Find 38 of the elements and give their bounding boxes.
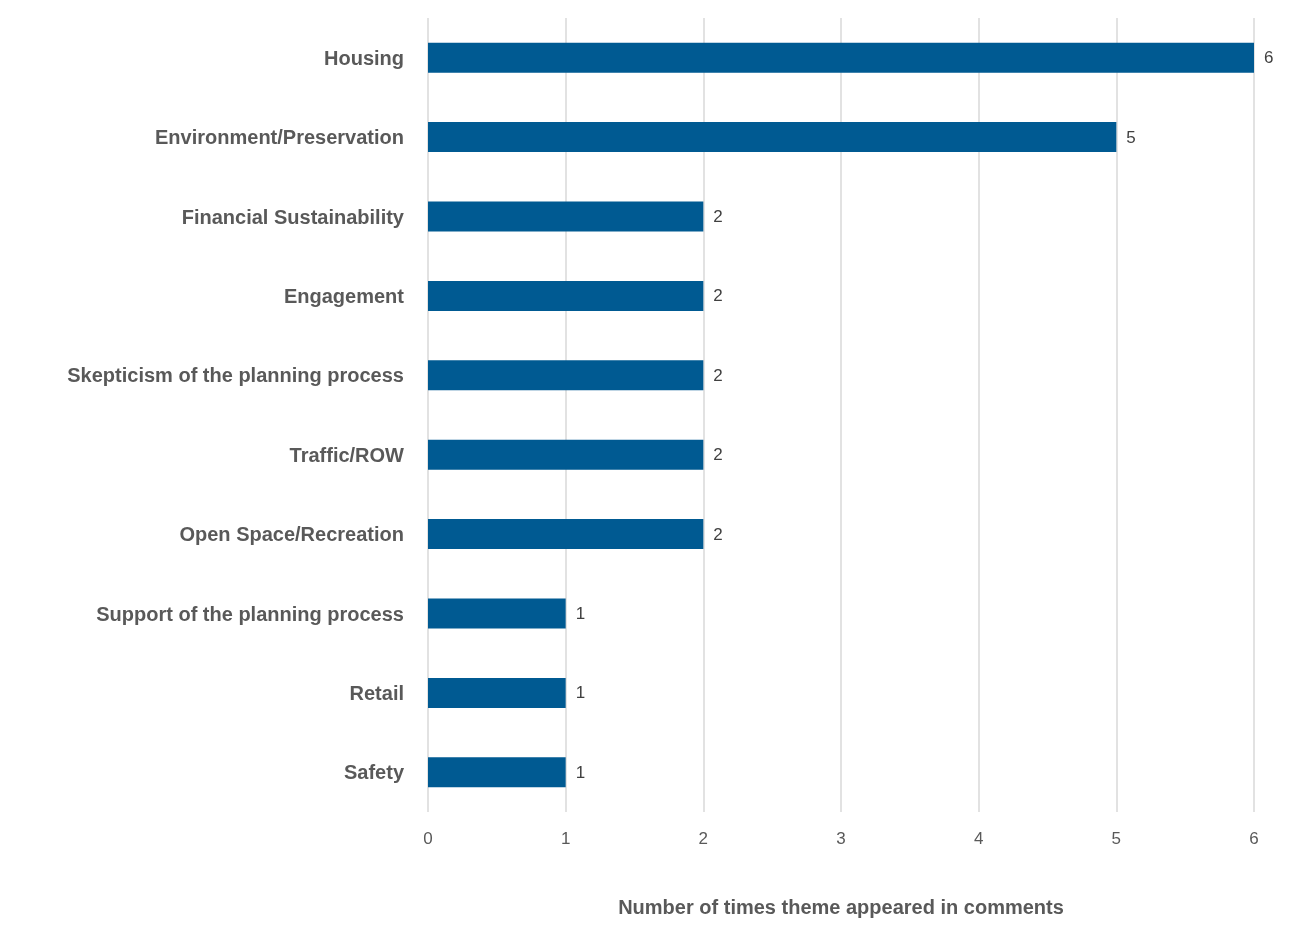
data-label: 1 <box>575 683 586 703</box>
bar <box>428 439 704 470</box>
bar <box>428 42 1254 73</box>
data-label: 1 <box>575 604 586 623</box>
y-tick-label: Engagement <box>283 284 405 307</box>
bar <box>428 201 704 232</box>
bar <box>428 677 566 708</box>
x-tick-label: 4 <box>973 829 984 848</box>
x-tick-label: 1 <box>560 829 571 848</box>
bar <box>428 598 566 629</box>
data-label: 2 <box>713 445 723 465</box>
data-label: 1 <box>575 762 586 782</box>
data-label: 6 <box>1264 48 1274 68</box>
bar <box>428 122 1117 153</box>
y-tick-label: Skepticism of the planning process <box>67 364 404 387</box>
y-tick-label: Environment/Preservation <box>155 126 404 149</box>
data-label: 2 <box>713 524 723 544</box>
x-tick-label: 3 <box>836 829 846 848</box>
data-label: 2 <box>713 207 723 226</box>
y-tick-label: Traffic/ROW <box>289 443 405 466</box>
x-tick-label: 6 <box>1249 829 1259 848</box>
x-tick-label: 2 <box>698 829 709 848</box>
x-tick-label: 0 <box>423 829 433 848</box>
y-tick-label: Housing <box>324 46 404 69</box>
bar <box>428 519 704 550</box>
data-label: 5 <box>1126 127 1136 147</box>
y-tick-label: Retail <box>349 681 404 704</box>
y-tick-label: Open Space/Recreation <box>179 523 404 546</box>
data-label: 2 <box>713 365 723 385</box>
y-tick-label: Safety <box>343 761 405 784</box>
bar <box>428 280 704 311</box>
bar <box>428 757 566 788</box>
y-tick-label: Support of the planning process <box>96 602 404 625</box>
data-label: 2 <box>713 286 723 306</box>
bar <box>428 360 704 391</box>
x-tick-label: 5 <box>1111 829 1122 848</box>
y-tick-label: Financial Sustainability <box>181 205 405 228</box>
x-axis-title: Number of times theme appeared in comments <box>618 896 1064 918</box>
